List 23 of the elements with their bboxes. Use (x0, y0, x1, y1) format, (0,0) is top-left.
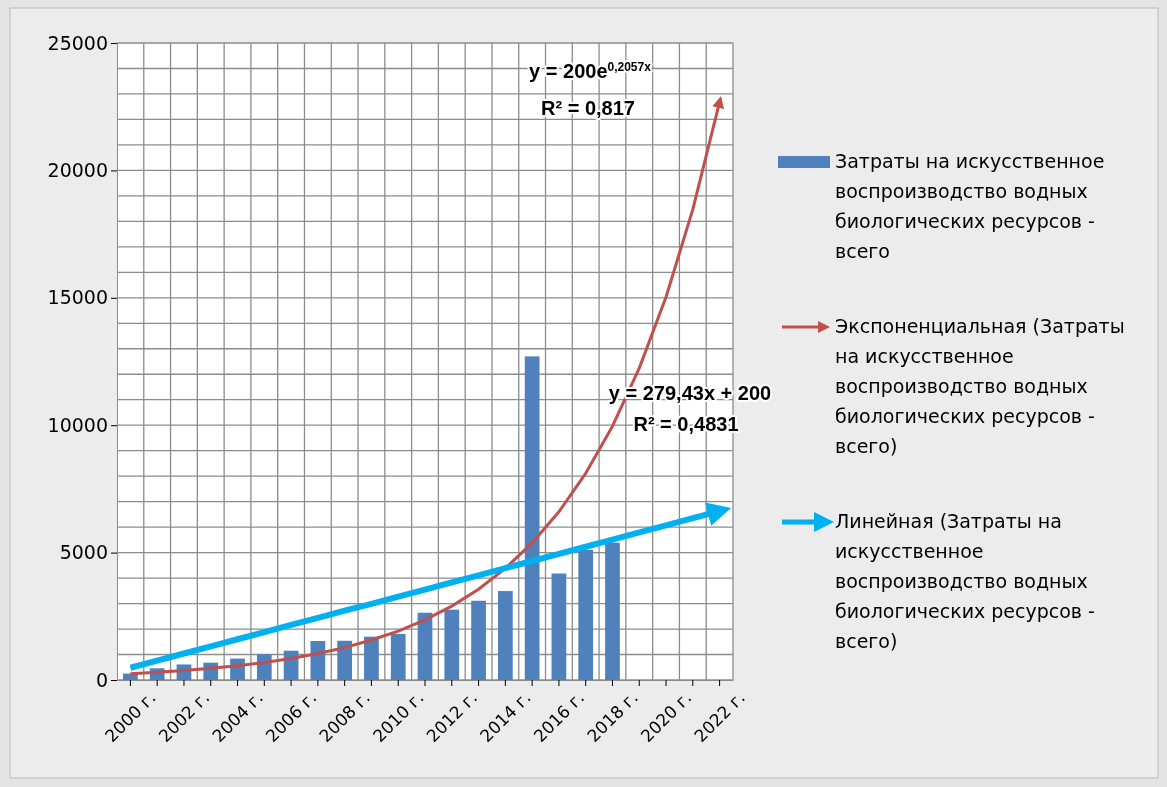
y-tick-label: 15000 (47, 286, 108, 309)
legend-label: Экспоненциальная (Затраты на искусственное воспроизводство водных биологических ресурсов - всего) (835, 315, 1125, 457)
bar (337, 640, 353, 680)
bar (551, 573, 567, 680)
bar (417, 612, 433, 680)
legend-label: Линейная (Затраты на искусственное воспроизводство водных биологических ресурсов - всего) (835, 510, 1095, 652)
y-tick-label: 25000 (47, 31, 108, 54)
y-tick-label: 20000 (47, 158, 108, 181)
y-tick-label: 0 (95, 668, 108, 691)
bar (497, 591, 513, 680)
bar (390, 633, 406, 680)
annotation: R² = 0,817 (541, 97, 635, 119)
bar (471, 600, 486, 680)
bar (444, 609, 460, 680)
annotation: y = 200e$^{0,2057x}$ (529, 60, 652, 82)
bar (578, 549, 594, 680)
bar (605, 542, 620, 680)
annotation: R² = 0,4831 (633, 413, 739, 435)
legend-label: Затраты на искусственное воспроизводство водных биологических ресурсов - всего (835, 150, 1105, 262)
bar (524, 356, 540, 680)
y-tick-label: 5000 (59, 541, 108, 564)
bar (364, 636, 379, 680)
y-tick-label: 10000 (47, 413, 108, 436)
